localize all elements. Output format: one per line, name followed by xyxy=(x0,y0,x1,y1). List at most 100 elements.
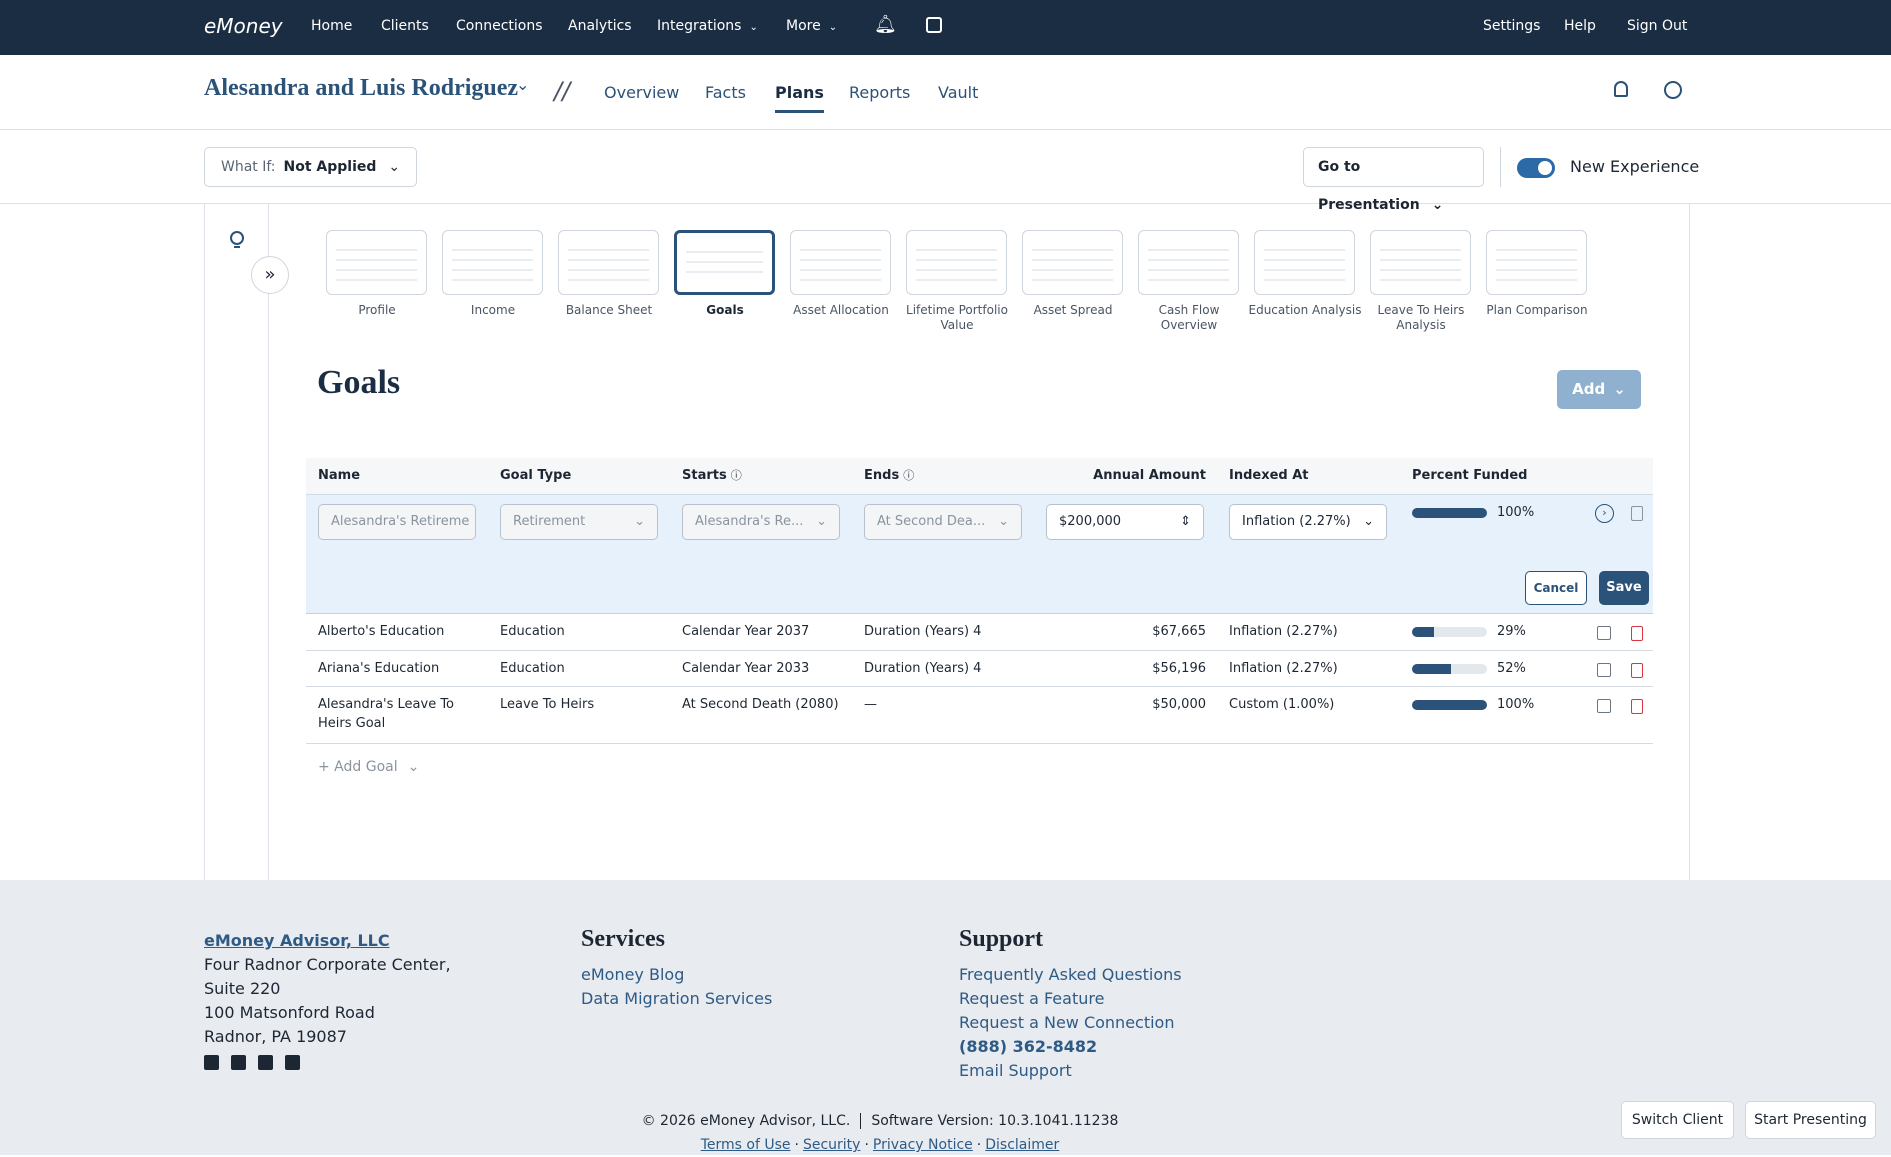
next-icon[interactable]: › xyxy=(1595,504,1614,523)
footer-services: ServiceseMoney BlogData Migration Servic… xyxy=(581,926,772,1011)
report-thumbnail[interactable] xyxy=(1022,230,1123,295)
what-if-label: What If: xyxy=(221,159,276,175)
phone-link[interactable]: (888) 362-8482 xyxy=(959,1035,1182,1059)
bell-icon[interactable]: 🔔︎ xyxy=(874,14,897,35)
address-line: 100 Matsonford Road xyxy=(204,1001,451,1025)
goal-cell: $56,196 xyxy=(1046,659,1206,678)
client-tab[interactable]: Plans xyxy=(775,83,824,113)
edit-icon[interactable] xyxy=(1597,626,1611,640)
goal-cell: Alberto's Education xyxy=(318,622,468,641)
globe-icon[interactable] xyxy=(1664,81,1682,99)
legal-link[interactable]: Security xyxy=(803,1137,861,1153)
social-icon[interactable] xyxy=(285,1055,300,1070)
add-goal[interactable]: + Add Goal⌄ xyxy=(318,759,419,775)
nav-item[interactable]: Help xyxy=(1564,18,1596,34)
support-link[interactable]: Request a New Connection xyxy=(959,1011,1182,1035)
footer-button[interactable]: Switch Client xyxy=(1621,1101,1734,1139)
what-if-dropdown[interactable]: What If:Not Applied⌄ xyxy=(204,147,417,187)
company-link[interactable]: eMoney Advisor, LLC xyxy=(204,929,451,953)
help-icon[interactable]: ⓘ xyxy=(903,469,914,482)
report-thumbnail[interactable] xyxy=(558,230,659,295)
client-chevron[interactable]: ⌄ xyxy=(516,75,529,94)
report-label[interactable]: Lifetime Portfolio Value xyxy=(899,303,1015,333)
percent-label: 100% xyxy=(1497,695,1534,714)
footer-button[interactable]: Start Presenting xyxy=(1745,1101,1876,1139)
nav-item[interactable]: Home xyxy=(311,18,352,34)
report-thumbnail[interactable] xyxy=(790,230,891,295)
social-icon[interactable] xyxy=(204,1055,219,1070)
tasks-icon[interactable] xyxy=(926,17,942,33)
nav-item[interactable]: Connections xyxy=(456,18,543,34)
delete-icon[interactable] xyxy=(1631,699,1643,714)
social-icon[interactable] xyxy=(258,1055,273,1070)
report-thumbnail[interactable] xyxy=(1254,230,1355,295)
top-nav: eMoney Home Clients Connections Analytics Int… xyxy=(0,0,1891,55)
save-button[interactable]: Save xyxy=(1599,571,1649,605)
edit-field[interactable]: Retirement⌄ xyxy=(500,504,658,540)
nav-item[interactable]: Integrations⌄ xyxy=(657,18,758,34)
client-name[interactable]: Alesandra and Luis Rodriguez xyxy=(204,75,518,102)
report-label[interactable]: Balance Sheet xyxy=(551,303,667,318)
support-link[interactable]: Frequently Asked Questions xyxy=(959,963,1182,987)
version: Software Version: 10.3.1041.11238 xyxy=(871,1113,1118,1129)
nav-item[interactable]: Analytics xyxy=(568,18,632,34)
nav-item[interactable]: Clients xyxy=(381,18,429,34)
report-label[interactable]: Education Analysis xyxy=(1247,303,1363,318)
presentation-dropdown[interactable]: Go to Presentation⌄ xyxy=(1303,147,1484,187)
edit-field[interactable]: Alesandra's Re...⌄ xyxy=(682,504,840,540)
nav-item[interactable]: Sign Out xyxy=(1627,18,1687,34)
report-label[interactable]: Asset Allocation xyxy=(783,303,899,318)
edit-field[interactable]: At Second Dea...⌄ xyxy=(864,504,1022,540)
separator: // xyxy=(554,77,570,105)
delete-icon[interactable] xyxy=(1631,626,1643,641)
client-tab[interactable]: Overview xyxy=(604,83,679,110)
help-icon[interactable]: ⓘ xyxy=(731,469,742,482)
report-label[interactable]: Asset Spread xyxy=(1015,303,1131,318)
report-thumbnail[interactable] xyxy=(906,230,1007,295)
report-thumbnail[interactable] xyxy=(1138,230,1239,295)
edit-field[interactable]: Alesandra's Retireme xyxy=(318,504,476,540)
report-label[interactable]: Income xyxy=(435,303,551,318)
services-link[interactable]: eMoney Blog xyxy=(581,963,772,987)
report-thumbnail[interactable] xyxy=(1486,230,1587,295)
email-link[interactable]: Email Support xyxy=(959,1059,1182,1083)
delete-icon[interactable] xyxy=(1631,663,1643,678)
legal-links: Terms of Use·Security·Privacy Notice·Dis… xyxy=(600,1133,1160,1157)
legal-link[interactable]: Terms of Use xyxy=(701,1137,791,1153)
legal-link[interactable]: Disclaimer xyxy=(985,1137,1059,1153)
report-label[interactable]: Goals xyxy=(667,303,783,318)
main: » ProfileIncomeBalance SheetGoalsAsset A… xyxy=(204,204,1690,880)
report-thumbnail[interactable] xyxy=(442,230,543,295)
report-label[interactable]: Leave To Heirs Analysis xyxy=(1363,303,1479,333)
toggle[interactable] xyxy=(1517,158,1555,178)
goal-cell: — xyxy=(864,695,1039,714)
report-thumbnail[interactable] xyxy=(1370,230,1471,295)
brand[interactable]: eMoney xyxy=(204,14,283,38)
cancel-button[interactable]: Cancel xyxy=(1525,571,1587,605)
report-label[interactable]: Profile xyxy=(319,303,435,318)
report-label[interactable]: Plan Comparison xyxy=(1479,303,1595,318)
report-thumbnail[interactable] xyxy=(674,230,775,295)
percent-fill xyxy=(1412,700,1487,710)
trash-icon[interactable] xyxy=(1631,506,1643,521)
client-tab[interactable]: Facts xyxy=(705,83,746,110)
goal-cell: Duration (Years) 4 xyxy=(864,659,1039,678)
user-icon[interactable] xyxy=(1614,81,1628,97)
social-icon[interactable] xyxy=(231,1055,246,1070)
legal-link[interactable]: Privacy Notice xyxy=(873,1137,973,1153)
goal-cell: Alesandra's Leave To Heirs Goal xyxy=(318,695,468,733)
services-link[interactable]: Data Migration Services xyxy=(581,987,772,1011)
edit-field[interactable]: Inflation (2.27%)⌄ xyxy=(1229,504,1387,540)
nav-item[interactable]: More⌄ xyxy=(786,18,837,34)
report-thumbnail[interactable] xyxy=(326,230,427,295)
edit-icon[interactable] xyxy=(1597,663,1611,677)
edit-icon[interactable] xyxy=(1597,699,1611,713)
report-label[interactable]: Cash Flow Overview xyxy=(1131,303,1247,333)
nav-item[interactable]: Settings xyxy=(1483,18,1540,34)
percent-label: 52% xyxy=(1497,659,1526,678)
add-button[interactable]: Add⌄ xyxy=(1557,370,1641,409)
client-tab[interactable]: Reports xyxy=(849,83,910,110)
support-link[interactable]: Request a Feature xyxy=(959,987,1182,1011)
client-tab[interactable]: Vault xyxy=(938,83,978,110)
edit-field[interactable]: $200,000⇕ xyxy=(1046,504,1204,540)
